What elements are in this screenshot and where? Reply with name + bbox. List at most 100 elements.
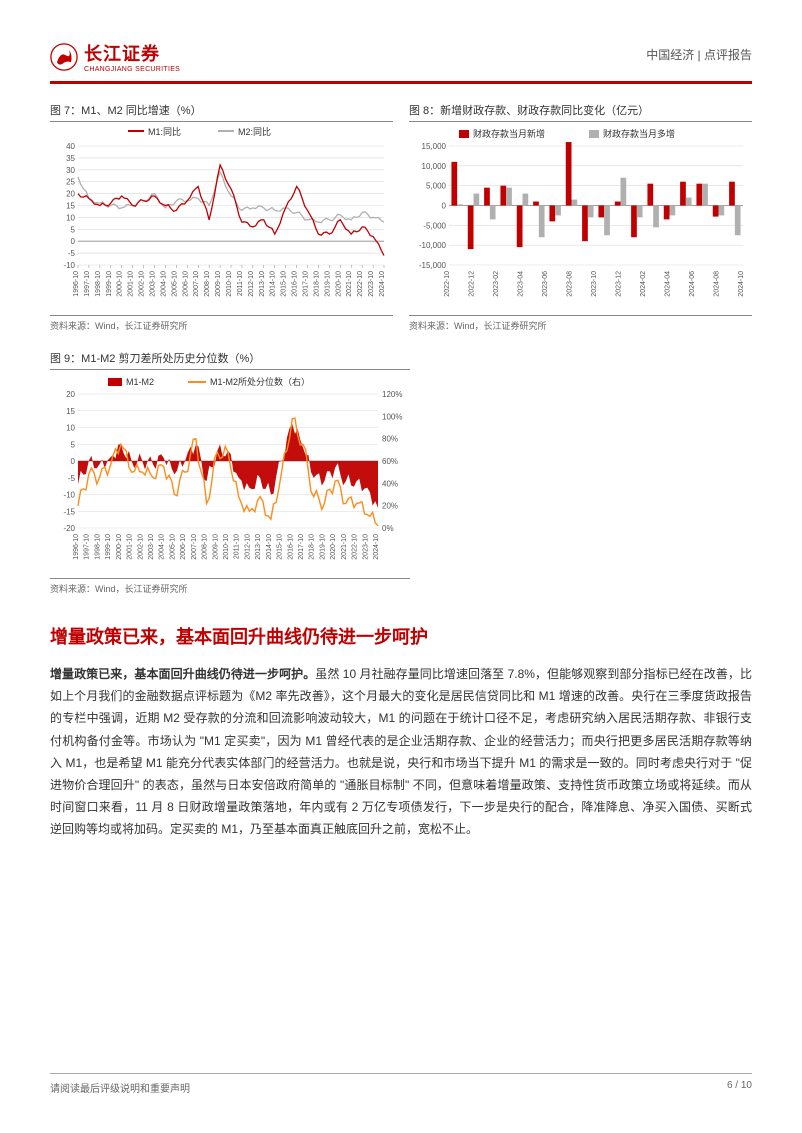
chart-7-source: 资料来源：Wind，长江证券研究所 <box>50 315 393 332</box>
svg-text:2016-10: 2016-10 <box>292 271 299 297</box>
svg-text:2003-10: 2003-10 <box>148 534 155 560</box>
svg-text:1997-10: 1997-10 <box>84 534 91 560</box>
svg-text:2005-10: 2005-10 <box>169 534 176 560</box>
svg-text:2007-10: 2007-10 <box>193 271 200 297</box>
svg-text:2024-06: 2024-06 <box>689 271 696 297</box>
svg-text:2004-10: 2004-10 <box>160 271 167 297</box>
svg-text:15: 15 <box>66 407 75 416</box>
svg-text:100%: 100% <box>382 412 402 421</box>
svg-text:10: 10 <box>66 213 75 222</box>
svg-text:2017-10: 2017-10 <box>303 271 310 297</box>
chart-8-title: 图 8：新增财政存款、财政存款同比变化（亿元） <box>409 102 752 122</box>
svg-text:-10: -10 <box>63 491 75 500</box>
svg-text:1996-10: 1996-10 <box>73 271 80 297</box>
svg-text:M2:同比: M2:同比 <box>238 126 271 137</box>
svg-text:40%: 40% <box>382 479 398 488</box>
svg-text:2001-10: 2001-10 <box>128 271 135 297</box>
svg-text:2007-10: 2007-10 <box>191 534 198 560</box>
svg-text:5: 5 <box>71 440 76 449</box>
svg-text:2002-10: 2002-10 <box>137 534 144 560</box>
svg-text:2013-10: 2013-10 <box>259 271 266 297</box>
svg-text:2023-12: 2023-12 <box>616 271 623 297</box>
svg-text:0: 0 <box>71 457 76 466</box>
svg-text:2011-10: 2011-10 <box>234 534 241 559</box>
svg-text:2009-10: 2009-10 <box>212 534 219 560</box>
svg-text:-5,000: -5,000 <box>423 221 446 230</box>
svg-text:40: 40 <box>66 142 75 151</box>
chart-8-source: 资料来源：Wind，长江证券研究所 <box>409 315 752 332</box>
chart-9-block: 图 9：M1-M2 剪刀差所处历史分位数（%） -20-15-10-505101… <box>50 350 410 595</box>
logo-subtitle: CHANGJIANG SECURITIES <box>84 66 180 73</box>
svg-text:5,000: 5,000 <box>426 182 447 191</box>
chart-8-block: 图 8：新增财政存款、财政存款同比变化（亿元） -15,000-10,000-5… <box>409 102 752 332</box>
footer-page-number: 6 / 10 <box>727 1080 752 1095</box>
svg-text:2014-10: 2014-10 <box>266 534 273 560</box>
logo-text: 长江证券 <box>84 44 160 64</box>
svg-text:0: 0 <box>71 237 76 246</box>
svg-text:2023-02: 2023-02 <box>493 271 500 297</box>
svg-text:2002-10: 2002-10 <box>139 271 146 297</box>
svg-text:2024-02: 2024-02 <box>640 271 647 297</box>
svg-text:2018-10: 2018-10 <box>313 271 320 297</box>
body-lead: 增量政策已来，基本面回升曲线仍待进一步呵护。 <box>50 667 315 681</box>
svg-text:120%: 120% <box>382 390 402 399</box>
svg-text:2019-10: 2019-10 <box>319 534 326 560</box>
svg-text:-5: -5 <box>68 474 76 483</box>
svg-text:2008-10: 2008-10 <box>204 271 211 297</box>
header-category: 中国经济 | 点评报告 <box>646 40 752 63</box>
page-header: 长江证券 CHANGJIANG SECURITIES 中国经济 | 点评报告 <box>50 40 752 84</box>
svg-text:30: 30 <box>66 166 75 175</box>
svg-text:60%: 60% <box>382 457 398 466</box>
svg-text:2019-10: 2019-10 <box>324 271 331 297</box>
svg-text:2024-08: 2024-08 <box>714 271 721 297</box>
svg-text:35: 35 <box>66 154 75 163</box>
phoenix-icon <box>50 43 78 71</box>
svg-text:2015-10: 2015-10 <box>281 271 288 297</box>
svg-text:2005-10: 2005-10 <box>171 271 178 297</box>
svg-text:1999-10: 1999-10 <box>105 534 112 560</box>
svg-text:2011-10: 2011-10 <box>237 271 244 296</box>
svg-text:15,000: 15,000 <box>422 142 447 151</box>
svg-text:财政存款当月多增: 财政存款当月多增 <box>603 128 675 139</box>
svg-text:2009-10: 2009-10 <box>215 271 222 297</box>
svg-text:-5: -5 <box>68 249 76 258</box>
brand-logo: 长江证券 CHANGJIANG SECURITIES <box>50 40 180 73</box>
svg-text:2021-10: 2021-10 <box>341 534 348 560</box>
svg-text:1997-10: 1997-10 <box>84 271 91 297</box>
page-footer: 请阅读最后评级说明和重要声明 6 / 10 <box>50 1073 752 1095</box>
svg-text:2015-10: 2015-10 <box>277 534 284 560</box>
svg-text:2013-10: 2013-10 <box>255 534 262 560</box>
svg-text:10,000: 10,000 <box>422 162 447 171</box>
body-rest: 虽然 10 月社融存量同比增速回落至 7.8%，但能够观察到部分指标已经在改善，… <box>50 667 752 836</box>
svg-text:2023-10: 2023-10 <box>362 534 369 560</box>
svg-text:20%: 20% <box>382 502 398 511</box>
chart-9-svg: -20-15-10-5051015200%20%40%60%80%100%120… <box>50 374 410 574</box>
svg-text:2023-06: 2023-06 <box>542 271 549 297</box>
svg-text:2000-10: 2000-10 <box>117 271 124 297</box>
svg-text:5: 5 <box>71 225 76 234</box>
svg-text:2022-10: 2022-10 <box>357 271 364 297</box>
chart-7-block: 图 7：M1、M2 同比增速（%） -10-505101520253035401… <box>50 102 393 332</box>
svg-text:2023-04: 2023-04 <box>518 271 525 297</box>
svg-text:-20: -20 <box>63 524 75 533</box>
svg-text:80%: 80% <box>382 435 398 444</box>
svg-text:1998-10: 1998-10 <box>95 271 102 297</box>
svg-text:M1:同比: M1:同比 <box>148 126 181 137</box>
svg-text:2001-10: 2001-10 <box>127 534 134 560</box>
svg-text:2023-08: 2023-08 <box>567 271 574 297</box>
svg-text:2021-10: 2021-10 <box>346 271 353 297</box>
svg-text:20: 20 <box>66 190 75 199</box>
charts-row-1: 图 7：M1、M2 同比增速（%） -10-505101520253035401… <box>50 102 752 332</box>
svg-text:M1-M2所处分位数（右）: M1-M2所处分位数（右） <box>210 376 310 387</box>
svg-text:1999-10: 1999-10 <box>106 271 113 297</box>
svg-text:2000-10: 2000-10 <box>116 534 123 560</box>
svg-text:M1-M2: M1-M2 <box>126 377 154 387</box>
svg-text:2022-10: 2022-10 <box>444 271 451 297</box>
svg-text:2024-10: 2024-10 <box>738 271 745 297</box>
body-paragraph: 增量政策已来，基本面回升曲线仍待进一步呵护。虽然 10 月社融存量同比增速回落至… <box>50 663 752 841</box>
svg-text:-15: -15 <box>63 507 75 516</box>
svg-text:-10: -10 <box>63 261 75 270</box>
svg-text:财政存款当月新增: 财政存款当月新增 <box>473 128 545 139</box>
svg-text:2022-12: 2022-12 <box>469 271 476 297</box>
svg-text:2004-10: 2004-10 <box>159 534 166 560</box>
